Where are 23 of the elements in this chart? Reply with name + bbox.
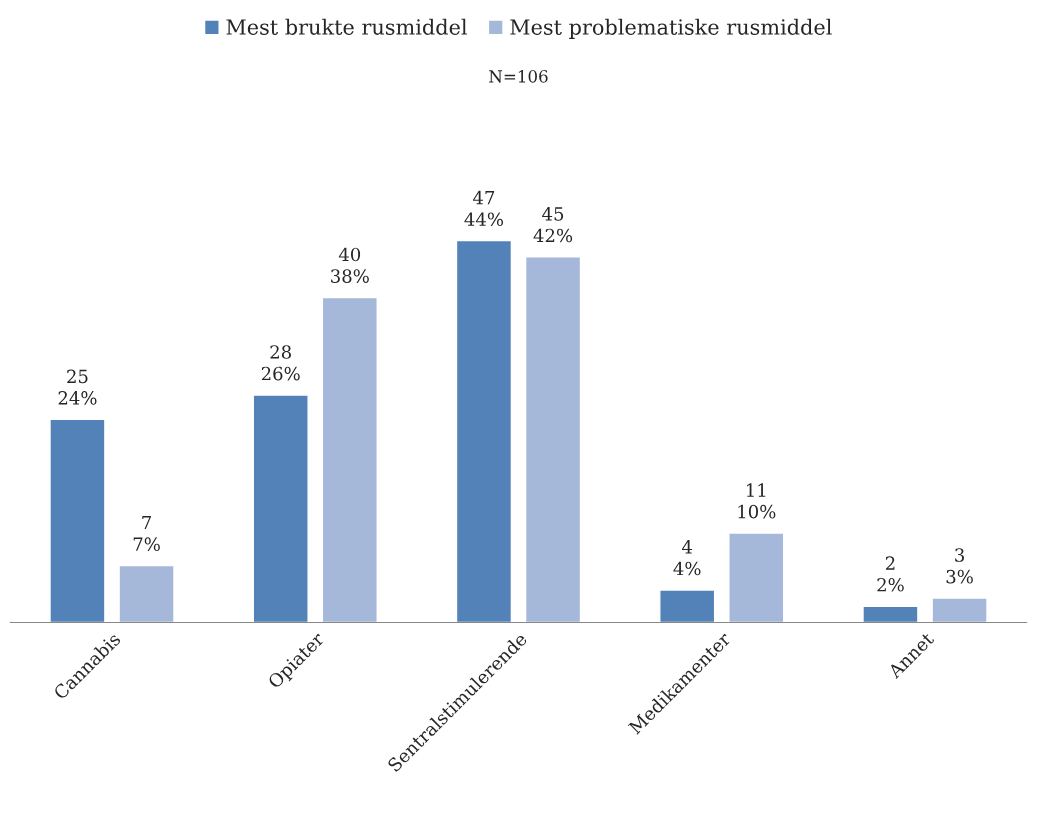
data-label: 11 10%	[738, 483, 776, 519]
bar	[321, 296, 378, 623]
data-label: 4 4%	[673, 540, 701, 576]
legend-label: Mest problematiske rusmiddel	[510, 18, 832, 39]
bar	[49, 418, 106, 623]
data-label: 28 26%	[261, 345, 300, 381]
data-label: 47 44%	[464, 190, 504, 227]
bar	[252, 394, 309, 623]
bar	[862, 605, 919, 623]
bar	[728, 532, 785, 623]
data-label: 3 3%	[946, 548, 973, 584]
bar	[931, 597, 988, 623]
chart-subtitle: N=106	[489, 70, 548, 83]
bar	[118, 564, 175, 623]
data-label: 40 38%	[331, 247, 369, 283]
data-label: 25 24%	[58, 369, 97, 405]
legend-label: Mest brukte rusmiddel	[226, 18, 467, 35]
data-label: 45 42%	[533, 207, 573, 243]
data-label: 2 2%	[877, 556, 904, 592]
data-label: 7 7%	[133, 515, 160, 551]
bar	[455, 239, 513, 623]
bar	[524, 256, 582, 623]
bar	[659, 589, 716, 623]
